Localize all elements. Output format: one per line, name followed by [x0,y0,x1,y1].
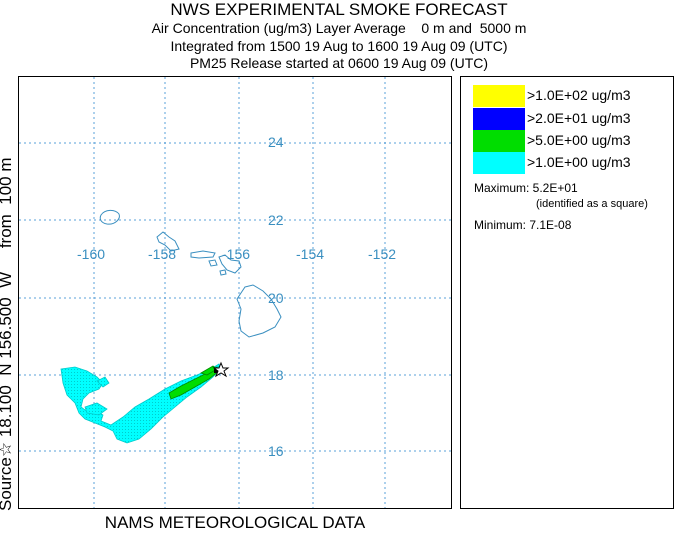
island-hawaii [236,284,282,338]
plume-contour-1-ug [60,363,222,444]
map-canvas: -160 -158 -156 -154 -152 24 22 20 18 16 [19,77,451,508]
lat-label-16: 16 [268,443,284,459]
lon-label-154: -154 [296,246,324,262]
lat-label-22: 22 [268,212,284,228]
forecast-title: NWS EXPERIMENTAL SMOKE FORECAST [170,0,508,19]
legend-label: >2.0E+01 ug/m3 [527,110,631,126]
lat-label-24: 24 [268,134,284,150]
legend-label: >1.0E+00 ug/m3 [527,154,631,170]
legend-swatch-yellow [473,85,525,107]
met-data-label: NAMS METEOROLOGICAL DATA [104,513,366,532]
legend-swatch-cyan [473,152,525,174]
lon-label-156: -156 [222,246,250,262]
lon-label-158: -158 [148,246,176,262]
legend-frame [460,76,674,509]
plume-island-1 [96,376,110,388]
source-location-label: Source☆ 18.100 N 156.500 W from 100 m [0,157,15,511]
star-icon [212,361,230,378]
legend-label: >1.0E+02 ug/m3 [527,87,631,103]
map-frame: -160 -158 -156 -154 -152 24 22 20 18 16 [18,76,452,509]
maximum-note: (identified as a square) [536,198,648,210]
lat-label-18: 18 [268,367,284,383]
island-lanai [208,259,218,267]
legend-swatch-blue [473,108,525,130]
lat-label-20: 20 [268,290,284,306]
minimum-value: Minimum: 7.1E-08 [474,218,572,232]
integration-period: Integrated from 1500 19 Aug to 1600 19 A… [170,38,508,54]
lat-lon-grid [19,77,451,508]
island-oahu [156,231,180,252]
smoke-plume [60,363,222,444]
maximum-value: Maximum: 5.2E+01 [474,181,578,195]
lon-label-160: -160 [77,246,105,262]
hawaii-coastlines [99,209,282,338]
concentration-subtitle: Air Concentration (ug/m3) Layer Average … [151,20,527,36]
legend-swatch-green [473,130,525,152]
island-molokai [190,250,216,259]
island-kauai [99,209,120,225]
lon-label-152: -152 [368,246,396,262]
island-kahoolawe [219,269,227,276]
island-maui [218,254,242,274]
plume-island-2 [84,402,108,416]
release-info: PM25 Release started at 0600 19 Aug 09 (… [189,55,489,71]
maximum-square [214,369,218,373]
legend-label: >5.0E+00 ug/m3 [527,132,631,148]
